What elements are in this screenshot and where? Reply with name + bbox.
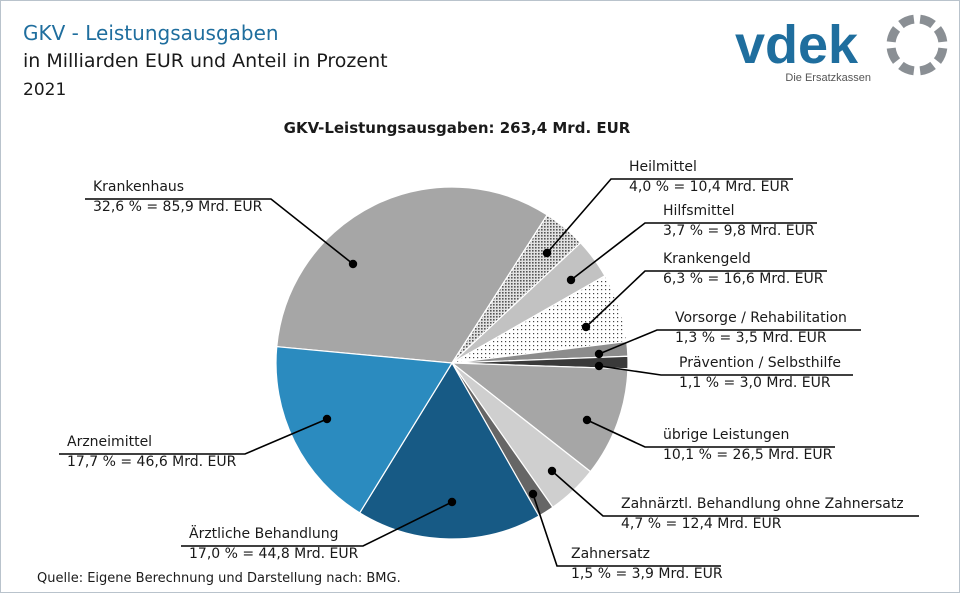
logo-ring-segment — [919, 61, 936, 76]
logo-wordmark: vdek — [735, 15, 859, 75]
pie-slice-1 — [276, 186, 548, 364]
anchor-dot-11 — [322, 414, 332, 424]
anchor-dot-9 — [528, 489, 538, 499]
slice-label-9: Zahnersatz 1,5 % = 3,9 Mrd. EUR — [571, 544, 723, 584]
slice-label-6: Prävention / Selbsthilfe 1,1 % = 3,0 Mrd.… — [679, 353, 841, 393]
chart-title: GKV - Leistungsausgaben — [23, 21, 279, 45]
slice-name: Arzneimittel — [67, 434, 153, 450]
leader-line-3 — [570, 222, 817, 281]
slice-name: Vorsorge / Rehabilitation — [675, 310, 847, 326]
leader-line-1 — [85, 198, 354, 265]
anchor-dot-2 — [542, 248, 552, 258]
slice-value: 3,7 % = 9,8 Mrd. EUR — [663, 223, 815, 239]
slice-value: 6,3 % = 16,6 Mrd. EUR — [663, 271, 824, 287]
leader-line-9 — [532, 493, 721, 567]
anchor-dot-4 — [581, 322, 591, 332]
slice-name: Zahnersatz — [571, 546, 650, 562]
leader-line-10 — [181, 501, 453, 547]
slice-label-10: Ärztliche Behandlung 17,0 % = 44,8 Mrd. E… — [189, 524, 358, 564]
slice-value: 10,1 % = 26,5 Mrd. EUR — [663, 447, 833, 463]
slice-value: 1,5 % = 3,9 Mrd. EUR — [571, 566, 723, 582]
slice-name: Ärztliche Behandlung — [189, 526, 339, 542]
anchor-dot-1 — [348, 259, 358, 269]
slice-value: 4,0 % = 10,4 Mrd. EUR — [629, 179, 790, 195]
slice-label-11: Arzneimittel 17,7 % = 46,6 Mrd. EUR — [67, 432, 236, 472]
slice-value: 4,7 % = 12,4 Mrd. EUR — [621, 516, 782, 532]
slice-name: übrige Leistungen — [663, 427, 790, 443]
slice-value: 17,0 % = 44,8 Mrd. EUR — [189, 546, 359, 562]
slice-label-1: Krankenhaus 32,6 % = 85,9 Mrd. EUR — [93, 177, 262, 217]
logo-ring-segment — [886, 26, 901, 43]
logo-ring-segment — [898, 14, 915, 29]
slice-label-8: Zahnärztl. Behandlung ohne Zahnersatz 4,7… — [621, 494, 904, 534]
slice-name: Heilmittel — [629, 159, 697, 175]
pie-slice-11 — [275, 346, 454, 514]
slice-label-5: Vorsorge / Rehabilitation 1,3 % = 3,5 Mrd… — [675, 308, 847, 348]
slice-name: Krankengeld — [663, 251, 751, 267]
slice-label-7: übrige Leistungen 10,1 % = 26,5 Mrd. EUR — [663, 425, 832, 465]
anchor-dot-3 — [566, 275, 576, 285]
pie-slice-7 — [450, 362, 629, 473]
chart-total: GKV-Leistungsausgaben: 263,4 Mrd. EUR — [283, 119, 631, 137]
chart-subtitle: in Milliarden EUR und Anteil in Prozent — [23, 50, 388, 72]
leader-line-7 — [586, 419, 835, 448]
logo-tagline: Die Ersatzkassen — [785, 72, 871, 84]
logo-ring-segment — [919, 14, 936, 29]
leader-line-5 — [598, 329, 861, 355]
logo-ring-segment — [886, 47, 901, 64]
leader-line-11 — [59, 418, 328, 455]
logo-ring-segment — [933, 47, 948, 64]
slice-label-4: Krankengeld 6,3 % = 16,6 Mrd. EUR — [663, 249, 823, 289]
leader-line-2 — [546, 178, 793, 254]
slice-name: Hilfsmittel — [663, 203, 735, 219]
slice-name: Krankenhaus — [93, 179, 185, 195]
logo-ring-icon — [886, 14, 948, 76]
anchor-dot-6 — [594, 361, 604, 371]
logo-ring-segment — [933, 26, 948, 43]
pie-slice-10 — [358, 361, 540, 540]
slice-value: 1,1 % = 3,0 Mrd. EUR — [679, 375, 831, 391]
leader-line-4 — [585, 270, 827, 328]
slice-value: 32,6 % = 85,9 Mrd. EUR — [93, 199, 263, 215]
anchor-dot-10 — [447, 497, 457, 507]
slice-value: 1,3 % = 3,5 Mrd. EUR — [675, 330, 827, 346]
vdek-logo: vdek Die Ersatzkassen — [735, 14, 948, 84]
slice-label-2: Heilmittel 4,0 % = 10,4 Mrd. EUR — [629, 157, 789, 197]
anchor-dot-5 — [594, 349, 604, 359]
anchor-dot-8 — [547, 466, 557, 476]
slice-label-3: Hilfsmittel 3,7 % = 9,8 Mrd. EUR — [663, 201, 815, 241]
slice-value: 17,7 % = 46,6 Mrd. EUR — [67, 454, 237, 470]
logo-ring-segment — [898, 61, 915, 76]
slice-name: Zahnärztl. Behandlung ohne Zahnersatz — [621, 496, 904, 512]
chart-year: 2021 — [23, 80, 67, 100]
leader-line-8 — [551, 470, 919, 517]
slice-name: Prävention / Selbsthilfe — [679, 355, 841, 371]
anchor-dot-7 — [582, 415, 592, 425]
leader-line-6 — [598, 365, 853, 376]
source-note: Quelle: Eigene Berechnung und Darstellun… — [37, 571, 401, 586]
